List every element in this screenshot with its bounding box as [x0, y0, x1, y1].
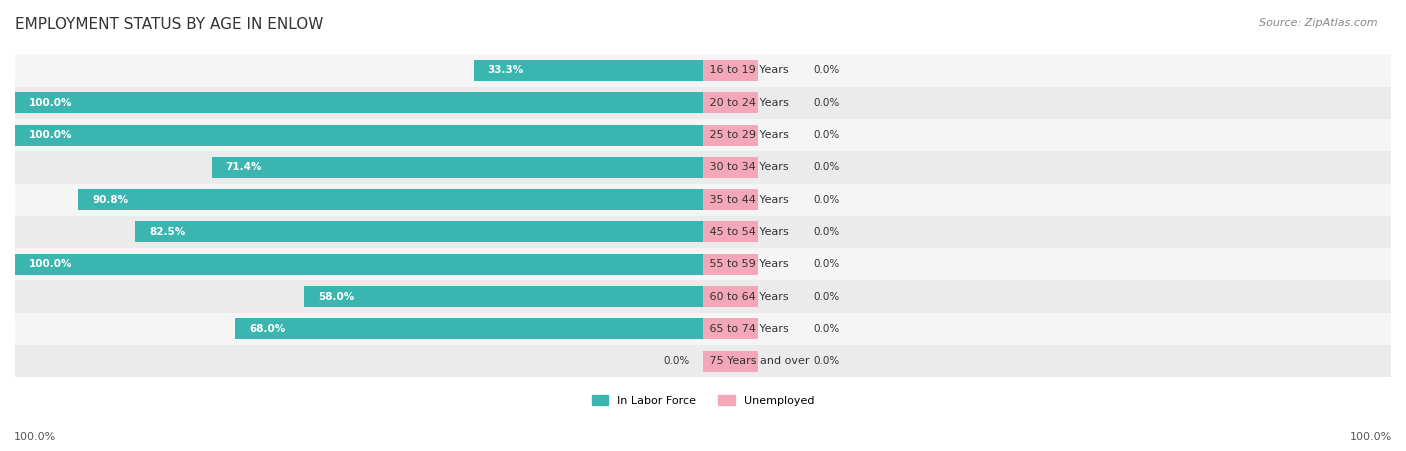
Text: 25 to 29 Years: 25 to 29 Years	[706, 130, 789, 140]
Bar	[15, 345, 1391, 377]
Bar	[79, 189, 703, 210]
Bar	[703, 60, 758, 81]
Bar	[703, 189, 758, 210]
Text: 60 to 64 Years: 60 to 64 Years	[706, 292, 789, 302]
Text: 100.0%: 100.0%	[1350, 432, 1392, 442]
Text: 0.0%: 0.0%	[813, 195, 839, 205]
Text: 0.0%: 0.0%	[813, 162, 839, 172]
Bar	[15, 216, 1391, 248]
Text: 0.0%: 0.0%	[813, 98, 839, 108]
Text: 65 to 74 Years: 65 to 74 Years	[706, 324, 789, 334]
Text: 35 to 44 Years: 35 to 44 Years	[706, 195, 789, 205]
Bar	[235, 318, 703, 340]
Text: 16 to 19 Years: 16 to 19 Years	[706, 65, 789, 75]
Bar	[15, 92, 703, 113]
Bar	[15, 184, 1391, 216]
Bar	[135, 221, 703, 243]
Text: EMPLOYMENT STATUS BY AGE IN ENLOW: EMPLOYMENT STATUS BY AGE IN ENLOW	[15, 17, 323, 32]
Legend: In Labor Force, Unemployed: In Labor Force, Unemployed	[588, 391, 818, 410]
Text: 0.0%: 0.0%	[813, 130, 839, 140]
Bar	[703, 286, 758, 307]
Text: 100.0%: 100.0%	[14, 432, 56, 442]
Bar	[15, 119, 1391, 151]
Text: 0.0%: 0.0%	[813, 227, 839, 237]
Text: 100.0%: 100.0%	[28, 130, 72, 140]
Bar	[15, 151, 1391, 184]
Bar	[15, 248, 1391, 281]
Bar	[703, 221, 758, 243]
Text: 0.0%: 0.0%	[813, 292, 839, 302]
Text: 82.5%: 82.5%	[149, 227, 186, 237]
Bar	[15, 54, 1391, 87]
Text: 100.0%: 100.0%	[28, 98, 72, 108]
Bar	[15, 87, 1391, 119]
Bar	[15, 254, 703, 275]
Bar	[212, 157, 703, 178]
Text: 20 to 24 Years: 20 to 24 Years	[706, 98, 789, 108]
Bar	[703, 254, 758, 275]
Text: 100.0%: 100.0%	[28, 259, 72, 269]
Bar	[703, 351, 758, 372]
Bar	[15, 124, 703, 146]
Text: 58.0%: 58.0%	[318, 292, 354, 302]
Text: 55 to 59 Years: 55 to 59 Years	[706, 259, 789, 269]
Bar	[703, 157, 758, 178]
Text: 0.0%: 0.0%	[813, 356, 839, 366]
Bar	[703, 124, 758, 146]
Text: 33.3%: 33.3%	[488, 65, 524, 75]
Text: 30 to 34 Years: 30 to 34 Years	[706, 162, 789, 172]
Text: 68.0%: 68.0%	[249, 324, 285, 334]
Bar	[703, 318, 758, 340]
Text: 90.8%: 90.8%	[91, 195, 128, 205]
Text: 0.0%: 0.0%	[664, 356, 689, 366]
Text: 0.0%: 0.0%	[813, 324, 839, 334]
Bar	[474, 60, 703, 81]
Text: 0.0%: 0.0%	[813, 65, 839, 75]
Text: 0.0%: 0.0%	[813, 259, 839, 269]
Text: 45 to 54 Years: 45 to 54 Years	[706, 227, 789, 237]
Text: 75 Years and over: 75 Years and over	[706, 356, 810, 366]
Bar	[15, 313, 1391, 345]
Text: 71.4%: 71.4%	[225, 162, 262, 172]
Bar	[304, 286, 703, 307]
Bar	[15, 281, 1391, 313]
Text: Source: ZipAtlas.com: Source: ZipAtlas.com	[1260, 18, 1378, 28]
Bar	[703, 92, 758, 113]
